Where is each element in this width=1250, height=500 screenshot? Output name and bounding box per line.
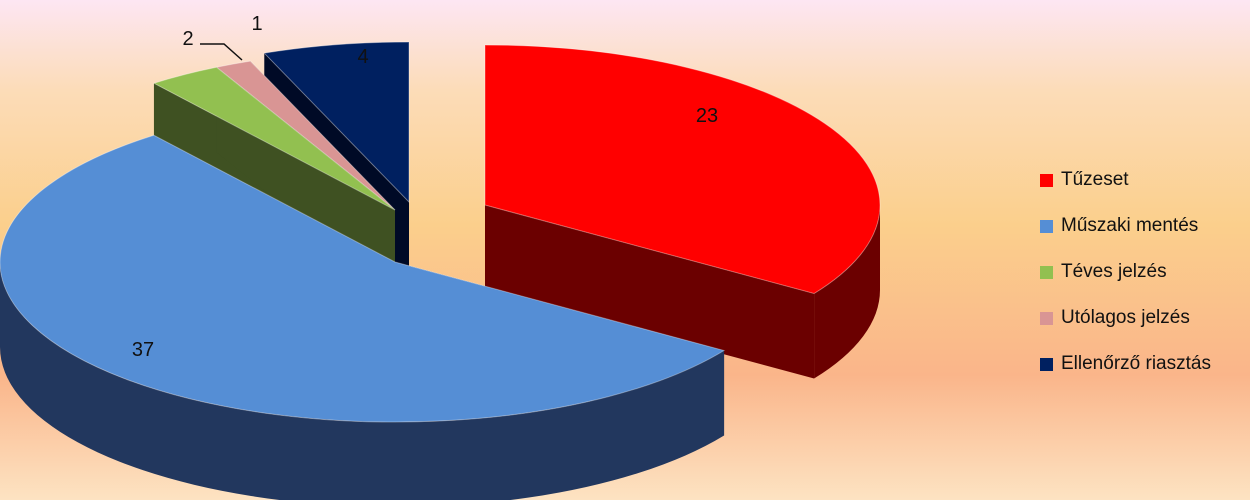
data-label-utolagos-jelzes: 1 bbox=[251, 13, 262, 35]
slice-outer-wall bbox=[814, 205, 880, 379]
slice-top bbox=[152, 66, 396, 211]
leader-line bbox=[200, 43, 243, 61]
legend: Tűzeset Műszaki mentés Téves jelzés Utólago… bbox=[1040, 168, 1211, 398]
legend-item-utolagos-jelzes: Utólagos jelzés bbox=[1040, 306, 1211, 330]
slice-top bbox=[215, 60, 396, 211]
pie-slice-tuzeset bbox=[484, 44, 881, 379]
legend-item-tuzeset: Tűzeset bbox=[1040, 168, 1211, 192]
data-label-muszaki-mentes: 37 bbox=[132, 339, 154, 361]
legend-label: Ellenőrző riasztás bbox=[1061, 353, 1211, 374]
legend-label: Műszaki mentés bbox=[1061, 215, 1199, 236]
legend-label: Utólagos jelzés bbox=[1061, 307, 1190, 328]
legend-item-ellenorzo-riasztas: Ellenőrző riasztás bbox=[1040, 352, 1211, 376]
legend-swatch bbox=[1040, 311, 1053, 325]
pie-slice-muszaki-mentes bbox=[0, 134, 726, 500]
slice-top bbox=[0, 134, 726, 423]
legend-swatch bbox=[1040, 357, 1053, 371]
legend-label: Téves jelzés bbox=[1061, 261, 1167, 282]
legend-item-teves-jelzes: Téves jelzés bbox=[1040, 260, 1211, 284]
legend-swatch bbox=[1040, 173, 1053, 187]
legend-swatch bbox=[1040, 219, 1053, 233]
slice-outer-wall bbox=[0, 262, 725, 500]
legend-label: Tűzeset bbox=[1061, 169, 1129, 190]
data-label-ellenorzo-riasztas: 4 bbox=[357, 46, 368, 68]
slice-top bbox=[263, 41, 410, 204]
data-label-tuzeset: 23 bbox=[696, 105, 718, 127]
legend-swatch bbox=[1040, 265, 1053, 279]
legend-item-muszaki-mentes: Műszaki mentés bbox=[1040, 214, 1211, 238]
slice-wall bbox=[485, 205, 815, 379]
data-label-teves-jelzes: 2 bbox=[182, 28, 193, 50]
slice-top bbox=[484, 44, 881, 295]
